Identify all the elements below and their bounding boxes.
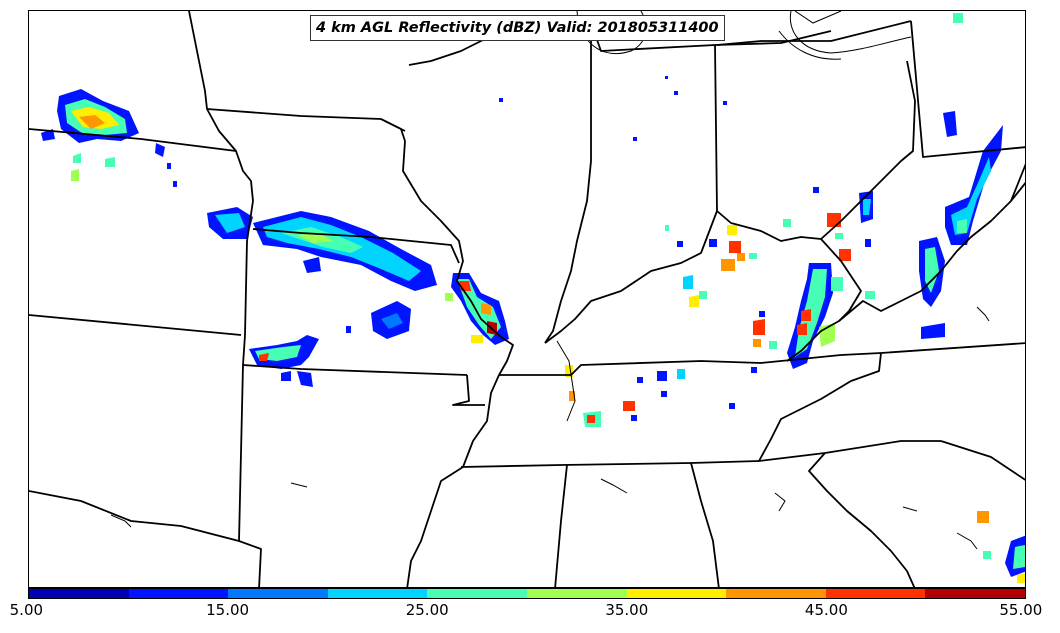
colorbar-tick-label: 55.00 xyxy=(999,601,1043,619)
radar-map xyxy=(29,11,1025,587)
colorbar-segment xyxy=(925,589,1025,598)
colorbar-segment xyxy=(128,589,229,598)
map-title: 4 km AGL Reflectivity (dBZ) Valid: 20180… xyxy=(310,15,725,41)
colorbar-segment xyxy=(427,589,527,598)
colorbar-tick-label: 5.00 xyxy=(9,601,44,619)
map-panel xyxy=(28,10,1026,588)
echo-cluster-nw xyxy=(41,89,165,181)
echo-band-central xyxy=(207,207,437,339)
colorbar-segment xyxy=(327,589,428,598)
colorbar-segment xyxy=(825,589,926,598)
colorbar xyxy=(28,588,1026,599)
colorbar-segment xyxy=(626,589,727,598)
state-boundaries xyxy=(29,11,1025,587)
echo-line-east xyxy=(787,191,875,369)
echo-cluster-stl xyxy=(445,273,509,345)
echo-cluster-se xyxy=(977,511,1025,583)
echo-cluster-tn xyxy=(565,365,757,427)
colorbar-segment xyxy=(29,589,129,598)
coastlines xyxy=(110,11,990,550)
colorbar-tick-label: 25.00 xyxy=(405,601,449,619)
radar-echoes xyxy=(41,13,1025,583)
echo-specks xyxy=(167,76,955,211)
colorbar-segment xyxy=(526,589,627,598)
echo-cluster-ky xyxy=(665,187,819,349)
colorbar-tick-label: 35.00 xyxy=(605,601,649,619)
colorbar-segment xyxy=(228,589,328,598)
echo-cluster-wv xyxy=(919,13,1003,339)
colorbar-tick-label: 45.00 xyxy=(804,601,848,619)
echo-cluster-sw xyxy=(249,326,351,387)
colorbar-segment xyxy=(726,589,826,598)
colorbar-tick-label: 15.00 xyxy=(206,601,250,619)
